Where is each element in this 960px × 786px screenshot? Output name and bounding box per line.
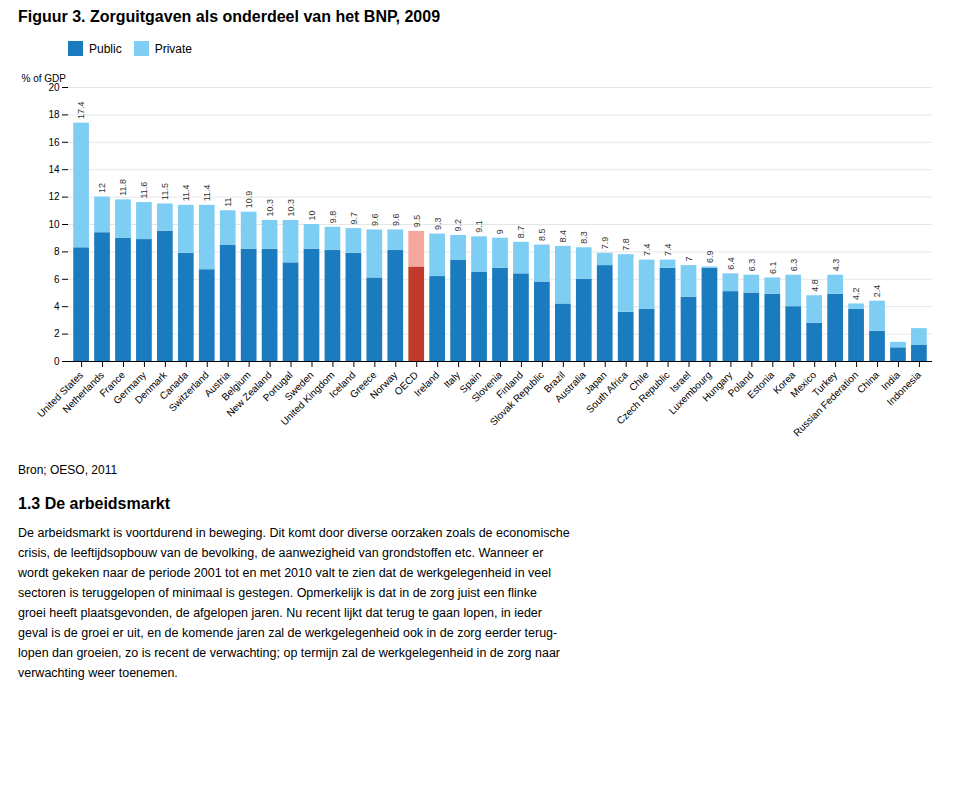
svg-text:Chile: Chile	[626, 369, 651, 394]
svg-text:7.9: 7.9	[600, 237, 610, 250]
svg-text:9.8: 9.8	[328, 211, 338, 224]
svg-text:Poland: Poland	[725, 369, 756, 399]
svg-text:9.2: 9.2	[453, 219, 463, 232]
svg-text:Sweden: Sweden	[282, 369, 316, 403]
svg-text:8: 8	[54, 246, 60, 257]
html-text:De arbeidsmarkt is voortdurend: De arbeidsmarkt is voortdurend in bewegi…	[18, 526, 570, 680]
svg-text:Italy: Italy	[441, 369, 463, 390]
svg-text:8.7: 8.7	[516, 226, 526, 239]
svg-text:7: 7	[684, 257, 694, 262]
svg-text:India: India	[879, 369, 903, 393]
svg-text:4.8: 4.8	[810, 279, 820, 292]
svg-text:9.7: 9.7	[349, 212, 359, 225]
svg-text:Luxembourg: Luxembourg	[666, 369, 714, 417]
svg-text:Slovenia: Slovenia	[469, 369, 505, 405]
svg-text:Indonesia: Indonesia	[885, 369, 924, 408]
svg-text:10.9: 10.9	[244, 191, 254, 209]
svg-text:10.3: 10.3	[265, 199, 275, 217]
svg-text:10.3: 10.3	[286, 199, 296, 217]
svg-text:Austria: Austria	[202, 369, 232, 399]
svg-text:11.5: 11.5	[160, 183, 170, 200]
svg-text:China: China	[855, 369, 882, 396]
svg-text:8.4: 8.4	[558, 230, 568, 243]
svg-text:South Africa: South Africa	[584, 369, 630, 415]
svg-text:United States: United States	[35, 369, 86, 420]
svg-text:6.3: 6.3	[747, 259, 757, 272]
svg-text:2.4: 2.4	[872, 285, 882, 298]
svg-text:12: 12	[48, 191, 60, 202]
svg-text:Greece: Greece	[347, 369, 379, 401]
svg-text:% of GDP: % of GDP	[22, 73, 67, 84]
svg-text:Finland: Finland	[494, 369, 526, 401]
html-text:Public: Public	[89, 41, 122, 56]
svg-text:9.6: 9.6	[391, 213, 401, 226]
svg-text:8.3: 8.3	[579, 231, 589, 244]
svg-text:Netherlands: Netherlands	[60, 369, 107, 416]
svg-text:Ireland: Ireland	[412, 369, 441, 398]
svg-text:7.4: 7.4	[642, 244, 652, 257]
svg-text:6: 6	[54, 274, 60, 285]
svg-text:7.8: 7.8	[621, 238, 631, 251]
svg-text:Brazil: Brazil	[541, 369, 567, 395]
svg-text:Canada: Canada	[157, 369, 190, 402]
svg-text:United Kingdom: United Kingdom	[279, 369, 337, 427]
svg-text:OECD: OECD	[392, 369, 421, 398]
svg-text:Japan: Japan	[581, 369, 609, 397]
svg-text:11.4: 11.4	[202, 184, 212, 201]
svg-text:Korea: Korea	[770, 369, 798, 396]
svg-text:6.1: 6.1	[768, 261, 778, 274]
svg-text:9.6: 9.6	[370, 213, 380, 226]
html-text:1.3 De arbeidsmarkt: 1.3 De arbeidsmarkt	[18, 495, 171, 512]
svg-text:Israel: Israel	[667, 369, 693, 395]
svg-text:Hungary: Hungary	[700, 369, 735, 404]
svg-text:8.5: 8.5	[537, 229, 547, 242]
svg-text:11.8: 11.8	[118, 179, 128, 196]
svg-text:6.4: 6.4	[726, 257, 736, 270]
svg-text:9: 9	[495, 229, 505, 234]
svg-text:17.4: 17.4	[76, 102, 86, 120]
svg-text:Russian Federation: Russian Federation	[791, 369, 860, 438]
html-text:Private: Private	[154, 41, 192, 56]
svg-text:Turkey: Turkey	[810, 369, 840, 399]
svg-text:Australia: Australia	[552, 369, 588, 405]
svg-text:Denmark: Denmark	[132, 369, 169, 406]
svg-text:Mexico: Mexico	[788, 369, 819, 400]
svg-text:12: 12	[97, 183, 107, 193]
svg-text:11: 11	[223, 197, 233, 206]
svg-text:4.3: 4.3	[831, 259, 841, 272]
svg-text:Switzerland: Switzerland	[166, 369, 211, 414]
svg-text:11.6: 11.6	[139, 182, 149, 199]
svg-text:18: 18	[48, 109, 60, 120]
html-text:Figuur 3. Zorguitgaven als ond: Figuur 3. Zorguitgaven als onderdeel van…	[18, 8, 440, 25]
svg-text:2: 2	[54, 328, 60, 339]
svg-text:9.1: 9.1	[474, 220, 484, 233]
svg-text:9.3: 9.3	[433, 218, 443, 231]
svg-text:16: 16	[48, 137, 60, 148]
svg-text:20: 20	[48, 81, 60, 93]
svg-text:4.2: 4.2	[851, 287, 861, 300]
svg-text:Spain: Spain	[457, 369, 484, 396]
svg-text:10: 10	[307, 210, 317, 220]
svg-text:Portugal: Portugal	[260, 369, 295, 404]
svg-text:Estonia: Estonia	[745, 369, 777, 401]
html-text:Bron; OESO, 2011: Bron; OESO, 2011	[18, 463, 118, 477]
svg-text:6.9: 6.9	[705, 250, 715, 263]
svg-text:Norway: Norway	[368, 369, 400, 401]
svg-text:10: 10	[48, 219, 60, 230]
svg-text:0: 0	[54, 356, 60, 367]
svg-text:4: 4	[54, 301, 60, 312]
svg-text:New Zealand: New Zealand	[224, 369, 274, 419]
svg-text:Slovak Republic: Slovak Republic	[488, 369, 546, 427]
svg-text:7.4: 7.4	[663, 244, 673, 257]
svg-text:Iceland: Iceland	[327, 369, 358, 400]
svg-text:9.5: 9.5	[412, 215, 422, 228]
svg-text:Germany: Germany	[111, 369, 149, 407]
svg-text:11.4: 11.4	[181, 184, 191, 201]
svg-text:Belgium: Belgium	[219, 369, 253, 403]
svg-text:Czech Republic: Czech Republic	[614, 369, 671, 426]
svg-text:6.3: 6.3	[789, 259, 799, 272]
svg-text:14: 14	[48, 164, 60, 175]
svg-text:France: France	[97, 369, 128, 399]
